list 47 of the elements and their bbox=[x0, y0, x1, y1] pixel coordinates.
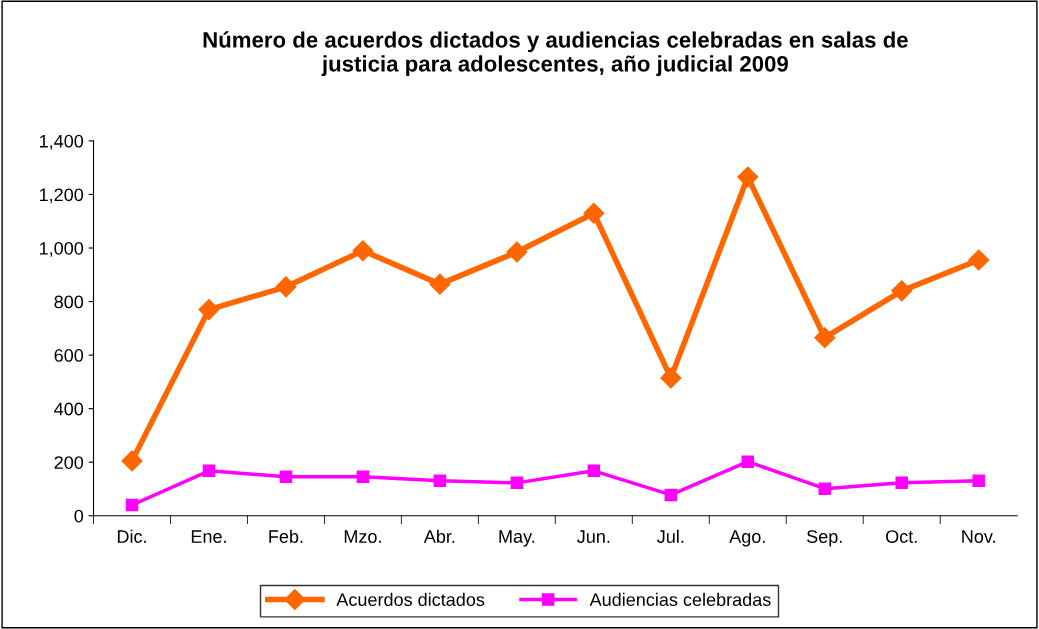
point bbox=[587, 464, 601, 478]
point bbox=[121, 450, 143, 472]
y-tick-label: 400 bbox=[54, 402, 84, 416]
y-tick-label: 200 bbox=[54, 456, 84, 469]
x-tick-label: Jun. bbox=[577, 530, 610, 543]
x-tick-label: Mzo. bbox=[344, 530, 381, 543]
legend-label: Audiencias celebradas bbox=[589, 592, 771, 607]
point bbox=[198, 299, 220, 321]
point bbox=[279, 470, 293, 483]
x-tick-label: Dic. bbox=[117, 529, 146, 543]
y-tick-label: 600 bbox=[54, 349, 84, 362]
x-tick-label: Feb. bbox=[269, 529, 303, 543]
point bbox=[125, 498, 139, 512]
point bbox=[356, 470, 370, 483]
point bbox=[737, 166, 759, 188]
y-tick-label: 1,200 bbox=[39, 188, 84, 204]
point bbox=[352, 240, 374, 262]
point bbox=[891, 280, 913, 302]
point bbox=[506, 241, 528, 263]
y-tick-label: 1,400 bbox=[39, 134, 84, 150]
point bbox=[814, 327, 836, 349]
point bbox=[741, 455, 755, 468]
point bbox=[968, 249, 990, 271]
point bbox=[583, 202, 605, 224]
x-tick-label: Jul. bbox=[657, 529, 684, 543]
y-tick-label: 1,000 bbox=[39, 241, 84, 257]
chart-title: Número de acuerdos dictados y audiencias celebradas en salas de justicia para adolescentes, año judicial 2009 bbox=[203, 31, 908, 77]
point bbox=[664, 488, 678, 502]
point bbox=[895, 476, 908, 490]
y-tick-label: 800 bbox=[54, 295, 84, 309]
point bbox=[202, 464, 216, 478]
point bbox=[972, 474, 985, 487]
point bbox=[429, 273, 451, 295]
x-tick-label: Sep. bbox=[807, 530, 842, 547]
y-tick-label: 0 bbox=[74, 509, 84, 523]
x-tick-label: Abr. bbox=[423, 529, 455, 543]
legend-label: Acuerdos dictados bbox=[336, 592, 485, 607]
x-tick-label: Ene. bbox=[191, 530, 226, 543]
point bbox=[818, 482, 832, 495]
x-tick-label: Oct. bbox=[886, 530, 917, 543]
x-tick-label: May. bbox=[499, 530, 535, 547]
point bbox=[660, 367, 682, 389]
point bbox=[433, 474, 447, 487]
x-tick-label: Nov. bbox=[962, 530, 995, 543]
point bbox=[275, 276, 297, 298]
point bbox=[510, 476, 524, 490]
x-tick-label: Ago. bbox=[729, 530, 765, 547]
